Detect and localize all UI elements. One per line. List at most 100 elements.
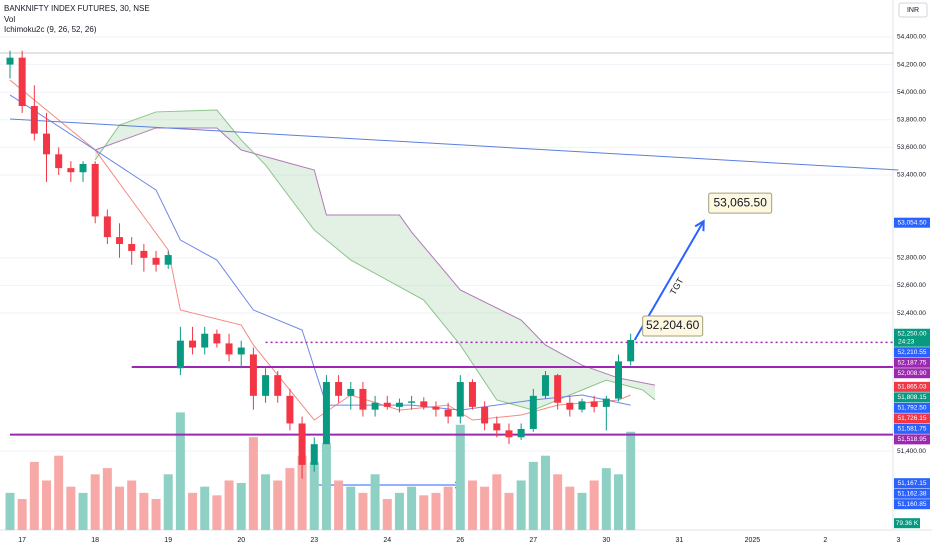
- candle-body: [140, 250, 148, 258]
- candle-body: [615, 361, 622, 399]
- span-b: [95, 127, 656, 386]
- price-label-box: [894, 499, 930, 510]
- candle-body: [249, 354, 257, 396]
- candle-body: [578, 401, 586, 410]
- price-label-box: [894, 392, 930, 403]
- candle-body: [116, 237, 124, 245]
- trend-line: [9, 118, 899, 171]
- candle-body: [322, 382, 330, 445]
- volume-bar: [346, 486, 356, 530]
- candle-body: [201, 333, 209, 348]
- price-label-box: [894, 488, 930, 499]
- candle-body: [444, 409, 452, 417]
- price-label: 52,008.90: [898, 370, 927, 377]
- price-label: 52,210.55: [898, 349, 927, 356]
- volume-bar: [309, 461, 319, 530]
- arrow-head: [694, 219, 705, 232]
- x-tick-label: 2: [823, 537, 827, 544]
- x-tick-label: 17: [18, 537, 26, 544]
- candle-body: [164, 255, 172, 265]
- price-label: 51,792.50: [898, 405, 927, 412]
- price-label: 51,726.15: [898, 415, 927, 422]
- candle-body: [335, 382, 343, 396]
- candle-body: [529, 395, 537, 429]
- volume-bar: [419, 495, 429, 530]
- candle-body: [554, 375, 562, 403]
- volume-bar: [626, 431, 636, 530]
- price-label-box: [894, 381, 930, 392]
- candle-body: [627, 340, 635, 362]
- volume-bar: [601, 468, 611, 530]
- callout-box: [708, 192, 773, 214]
- volume-bar: [565, 486, 575, 530]
- volume-bar: [321, 443, 331, 530]
- candle-body: [262, 375, 270, 396]
- conversion-line: [9, 79, 631, 421]
- candle-body: [6, 57, 14, 65]
- candle-body: [359, 388, 367, 410]
- candle-body: [395, 402, 403, 407]
- y-tick-label: 54,400.00: [897, 34, 926, 41]
- volume-bar: [42, 480, 52, 530]
- countdown: 24:23: [898, 338, 915, 345]
- price-label-box: [894, 402, 930, 413]
- volume-bar: [528, 461, 538, 530]
- volume-bar: [443, 486, 453, 530]
- volume-bar: [102, 468, 112, 530]
- callout-label: 53,065.50: [713, 195, 767, 209]
- volume-bar: [5, 492, 15, 530]
- volume-bar: [504, 492, 514, 530]
- candle-body: [286, 395, 294, 424]
- price-label-box: [894, 413, 930, 424]
- price-label: 53,054.50: [898, 219, 927, 226]
- volume-bar: [163, 474, 173, 530]
- candle-body: [298, 423, 306, 465]
- candle-body: [310, 444, 318, 465]
- x-tick-label: 26: [456, 537, 464, 544]
- candle-body: [225, 343, 233, 355]
- candle-body: [79, 163, 87, 173]
- volume-bar: [151, 499, 161, 530]
- volume-bar: [431, 492, 441, 530]
- candle-body: [43, 133, 51, 155]
- candle-body: [408, 401, 416, 403]
- x-tick-label: 18: [91, 537, 99, 544]
- candle-body: [590, 401, 598, 407]
- volume-bar: [236, 482, 246, 530]
- volume-bar: [139, 492, 149, 530]
- volume-bar: [29, 461, 39, 530]
- volume-bar: [261, 474, 271, 530]
- candle-body: [481, 406, 489, 424]
- candle-body: [67, 168, 75, 173]
- volume-bar: [467, 480, 477, 530]
- y-tick-label: 53,800.00: [897, 117, 926, 124]
- price-label-box: [894, 478, 930, 489]
- callout-label: 52,204.60: [646, 318, 700, 332]
- price-label-box: [894, 328, 930, 347]
- currency-box[interactable]: [898, 2, 928, 18]
- y-tick-label: 53,600.00: [897, 144, 926, 151]
- y-tick-label: 52,400.00: [897, 310, 926, 317]
- volume-bar: [175, 412, 185, 530]
- candle-body: [371, 402, 379, 410]
- currency[interactable]: INR: [907, 7, 919, 14]
- price-label: 51,162.38: [898, 490, 927, 497]
- volume-bar: [78, 492, 88, 530]
- candle-body: [274, 375, 282, 396]
- candle-body: [55, 154, 63, 169]
- candle-body: [493, 423, 501, 431]
- candle-body: [602, 398, 610, 407]
- candle-body: [128, 244, 136, 251]
- volume-bar: [334, 480, 344, 530]
- y-tick-label: 54,000.00: [897, 89, 926, 96]
- price-label: 51,808.15: [898, 394, 927, 401]
- span-a: [94, 109, 656, 411]
- x-tick-label: 30: [602, 537, 610, 544]
- price-label: 51,160.85: [898, 501, 927, 508]
- price-label-box: [894, 368, 930, 379]
- candle-body: [432, 406, 440, 410]
- y-tick-label: 51,400.00: [897, 448, 926, 455]
- volume-bar: [407, 486, 417, 530]
- volume-bar: [480, 486, 490, 530]
